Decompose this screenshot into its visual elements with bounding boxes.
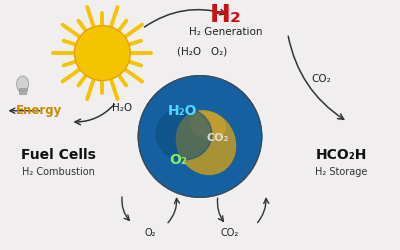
Text: (H₂O   O₂): (H₂O O₂) xyxy=(177,47,227,57)
Text: H₂O: H₂O xyxy=(167,104,197,118)
Text: O₂: O₂ xyxy=(144,228,156,238)
Ellipse shape xyxy=(176,111,236,174)
Text: Fuel Cells: Fuel Cells xyxy=(21,148,96,162)
Text: HCO₂H: HCO₂H xyxy=(316,148,367,162)
Ellipse shape xyxy=(74,26,130,80)
Text: H₂ Generation: H₂ Generation xyxy=(189,27,263,37)
Text: H₂O: H₂O xyxy=(112,103,132,113)
FancyBboxPatch shape xyxy=(19,88,27,90)
Text: H₂: H₂ xyxy=(210,3,242,27)
Ellipse shape xyxy=(156,108,212,160)
Ellipse shape xyxy=(17,76,28,92)
Ellipse shape xyxy=(138,76,262,197)
Text: H₂ Combustion: H₂ Combustion xyxy=(22,167,95,177)
Ellipse shape xyxy=(190,112,225,139)
Text: CO₂: CO₂ xyxy=(221,228,239,238)
Text: CO₂: CO₂ xyxy=(207,133,229,143)
Text: CO₂: CO₂ xyxy=(312,74,332,84)
Text: H₂ Storage: H₂ Storage xyxy=(315,167,368,177)
Text: O₂: O₂ xyxy=(169,153,187,167)
Text: Energy: Energy xyxy=(16,104,62,117)
FancyBboxPatch shape xyxy=(19,90,26,94)
